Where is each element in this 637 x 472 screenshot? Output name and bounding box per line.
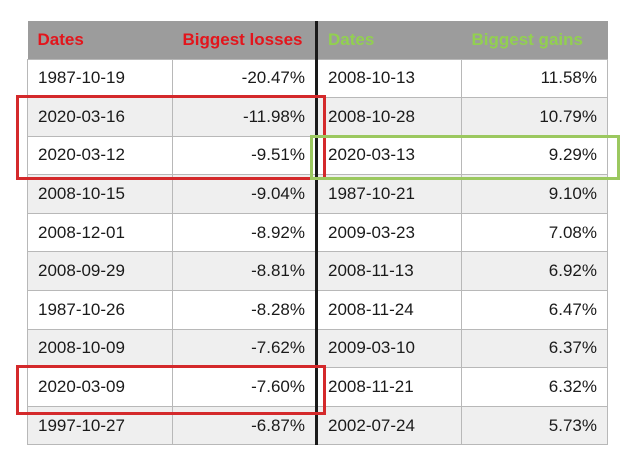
table-body: 1987-10-19 -20.47% 2008-10-13 11.58% 202… (27, 58, 608, 446)
losses-gains-table: Dates Biggest losses Dates Biggest gains… (27, 21, 608, 446)
header-gain-dates: Dates (315, 21, 462, 59)
gain-date-cell: 1987-10-21 (315, 174, 462, 214)
gain-value-cell: 6.32% (461, 367, 608, 407)
loss-value-cell: -11.98% (172, 97, 317, 137)
loss-value-cell: -7.60% (172, 367, 317, 407)
losses-gains-table-container: Dates Biggest losses Dates Biggest gains… (27, 21, 608, 446)
loss-date-cell: 1987-10-26 (27, 290, 173, 330)
loss-date-cell: 2008-09-29 (27, 251, 173, 292)
gain-value-cell: 11.58% (461, 58, 608, 99)
gain-value-cell: 6.92% (461, 251, 608, 292)
gain-date-cell: 2008-11-24 (315, 290, 462, 330)
header-loss-dates: Dates (27, 21, 173, 59)
loss-date-cell: 2020-03-09 (27, 367, 173, 407)
gain-date-cell: 2008-10-13 (315, 58, 462, 99)
gain-date-cell: 2008-11-21 (315, 367, 462, 407)
gain-value-cell: 9.29% (461, 135, 608, 176)
table-row: 2020-03-09 -7.60% 2008-11-21 6.32% (27, 367, 608, 407)
table-row: 2020-03-16 -11.98% 2008-10-28 10.79% (27, 97, 608, 137)
gain-value-cell: 9.10% (461, 174, 608, 214)
loss-date-cell: 2008-10-09 (27, 328, 173, 369)
loss-value-cell: -9.04% (172, 174, 317, 214)
loss-date-cell: 1997-10-27 (27, 405, 173, 446)
loss-value-cell: -6.87% (172, 405, 317, 446)
loss-date-cell: 2008-10-15 (27, 174, 173, 214)
loss-value-cell: -7.62% (172, 328, 317, 369)
loss-date-cell: 2020-03-16 (27, 97, 173, 137)
table-row: 1987-10-19 -20.47% 2008-10-13 11.58% (27, 58, 608, 99)
gain-value-cell: 6.47% (461, 290, 608, 330)
loss-date-cell: 2020-03-12 (27, 135, 173, 176)
gain-value-cell: 5.73% (461, 405, 608, 446)
loss-value-cell: -9.51% (172, 135, 317, 176)
gain-value-cell: 7.08% (461, 212, 608, 253)
loss-date-cell: 2008-12-01 (27, 212, 173, 253)
gain-date-cell: 2008-10-28 (315, 97, 462, 137)
gain-value-cell: 6.37% (461, 328, 608, 369)
loss-value-cell: -8.81% (172, 251, 317, 292)
table-row: 2008-10-15 -9.04% 1987-10-21 9.10% (27, 174, 608, 214)
gain-date-cell: 2009-03-10 (315, 328, 462, 369)
gain-date-cell: 2002-07-24 (315, 405, 462, 446)
header-biggest-losses: Biggest losses (172, 21, 317, 59)
gain-date-cell: 2020-03-13 (315, 135, 462, 176)
table-row: 2020-03-12 -9.51% 2020-03-13 9.29% (27, 135, 608, 176)
table-row: 2008-10-09 -7.62% 2009-03-10 6.37% (27, 328, 608, 369)
table-row: 1997-10-27 -6.87% 2002-07-24 5.73% (27, 405, 608, 446)
header-biggest-gains: Biggest gains (461, 21, 608, 59)
table-row: 2008-09-29 -8.81% 2008-11-13 6.92% (27, 251, 608, 292)
gain-value-cell: 10.79% (461, 97, 608, 137)
loss-value-cell: -8.92% (172, 212, 317, 253)
loss-value-cell: -20.47% (172, 58, 317, 99)
loss-date-cell: 1987-10-19 (27, 58, 173, 99)
gain-date-cell: 2009-03-23 (315, 212, 462, 253)
table-row: 1987-10-26 -8.28% 2008-11-24 6.47% (27, 290, 608, 330)
gain-date-cell: 2008-11-13 (315, 251, 462, 292)
table-header-row: Dates Biggest losses Dates Biggest gains (27, 21, 608, 59)
table-row: 2008-12-01 -8.92% 2009-03-23 7.08% (27, 212, 608, 253)
loss-value-cell: -8.28% (172, 290, 317, 330)
